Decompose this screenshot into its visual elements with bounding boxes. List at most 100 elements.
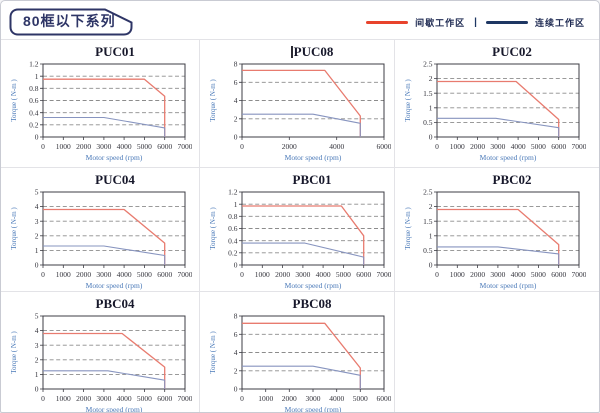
chart-title-text: PUC04 [95, 172, 135, 187]
legend-item-intermittent: 间歇工作区 [366, 16, 465, 29]
chart-title: PUC02 [395, 40, 599, 59]
legend-item-continuous: 连续工作区 [485, 16, 585, 29]
x-tick-label: 2000 [282, 142, 297, 151]
plot-border [436, 191, 580, 266]
y-tick-label: 3 [35, 217, 39, 226]
y-tick-label: 3 [35, 341, 39, 350]
x-tick-label: 0 [435, 142, 439, 151]
x-tick-label: 3000 [96, 142, 111, 151]
chart-cell-PBC01: PBC01 0 0.2 0.4 0.6 0.8 1 1.2 0 1000 2000 3000 4000 5… [200, 168, 395, 292]
x-tick-label: 3000 [295, 270, 310, 279]
torque-speed-chart: 0 0.2 0.4 0.6 0.8 1 1.2 0 1000 2000 3000 4000 5000 60… [209, 188, 392, 290]
x-tick-label: 6000 [356, 270, 371, 279]
chart-title-text: PBC08 [292, 296, 332, 311]
chart-title: PBC08 [200, 292, 394, 311]
empty-cell [395, 292, 599, 412]
x-tick-label: 2000 [275, 270, 290, 279]
x-tick-label: 0 [240, 142, 244, 151]
y-axis-label: Torque ( N-m ) [209, 331, 217, 374]
x-tick-label: 7000 [572, 270, 587, 279]
x-axis-label: Motor speed (rpm) [285, 405, 342, 413]
y-tick-label: 1.2 [228, 188, 238, 197]
torque-speed-chart: 0 0.5 1 1.5 2 2.5 0 1000 2000 3000 4000 5000 6000 700… [404, 188, 587, 290]
x-tick-label: 4000 [117, 142, 132, 151]
chart-cell-PBC04: PBC04 0 1 2 3 4 5 0 1000 2000 3000 4000 5000 6000 7000… [1, 292, 200, 413]
x-tick-label: 4000 [316, 270, 331, 279]
x-axis-label: Motor speed (rpm) [285, 153, 342, 162]
y-tick-label: 5 [35, 188, 39, 197]
x-axis-label: Motor speed (rpm) [480, 281, 537, 290]
x-tick-label: 5000 [531, 142, 546, 151]
y-tick-label: 2 [234, 114, 238, 123]
x-tick-label: 7000 [178, 142, 193, 151]
y-tick-label: 0.6 [228, 224, 238, 233]
x-tick-label: 0 [435, 270, 439, 279]
x-axis-label: Motor speed (rpm) [285, 281, 342, 290]
y-tick-label: 0 [234, 385, 238, 394]
y-axis-label: Torque ( N-m ) [209, 79, 217, 122]
y-tick-label: 4 [234, 96, 238, 105]
x-tick-label: 7000 [178, 394, 193, 403]
intermittent-line-swatch [366, 20, 409, 24]
x-tick-label: 3000 [490, 142, 505, 151]
chart-cell-PUC01: PUC01 0 0.2 0.4 0.6 0.8 1 1.2 0 1000 2000 3000 4000 5… [1, 40, 200, 168]
y-tick-label: 0 [234, 261, 238, 270]
page-header: 80框以下系列 间歇工作区 | 连续工作区 [1, 1, 599, 39]
torque-speed-chart: 0 2 4 6 8 0 1000 2000 3000 4000 5000 6000 Motor spee… [209, 312, 392, 413]
x-tick-label: 5000 [137, 142, 152, 151]
intermittent-zone-curve [43, 208, 166, 265]
x-tick-label: 4000 [511, 270, 526, 279]
y-tick-label: 8 [234, 312, 238, 321]
y-tick-label: 5 [35, 312, 39, 321]
chart-plot-area: 0 0.2 0.4 0.6 0.8 1 1.2 0 1000 2000 3000 4000 5000 60… [1, 59, 199, 167]
intermittent-zone-curve [242, 205, 365, 265]
intermittent-zone-curve [43, 332, 166, 389]
x-tick-label: 4000 [329, 142, 344, 151]
x-tick-label: 1000 [56, 394, 71, 403]
chart-title-text: PBC02 [492, 172, 532, 187]
x-axis-label: Motor speed (rpm) [86, 405, 143, 413]
torque-speed-chart: 0 0.2 0.4 0.6 0.8 1 1.2 0 1000 2000 3000 4000 5000 60… [10, 60, 193, 162]
tag-border-shape [9, 8, 133, 36]
y-tick-label: 2 [35, 231, 39, 240]
torque-speed-chart: 0 2 4 6 8 0 2000 4000 6000 Motor speed (rpm) Torqu… [209, 60, 392, 162]
y-tick-label: 1 [35, 370, 39, 379]
plot-border [42, 191, 186, 266]
x-axis-label: Motor speed (rpm) [480, 153, 537, 162]
y-tick-label: 0.8 [228, 212, 238, 221]
chart-plot-area: 0 1 2 3 4 5 0 1000 2000 3000 4000 5000 6000 7000 Motor… [1, 311, 199, 413]
continuous-zone-curve [437, 117, 560, 137]
y-tick-label: 0 [429, 261, 433, 270]
x-tick-label: 4000 [117, 394, 132, 403]
y-tick-label: 2.5 [423, 60, 433, 69]
x-tick-label: 6000 [157, 270, 172, 279]
charts-grid: PUC01 0 0.2 0.4 0.6 0.8 1 1.2 0 1000 2000 3000 4000 5… [1, 39, 599, 413]
x-axis-label: Motor speed (rpm) [86, 153, 143, 162]
y-tick-label: 0.8 [29, 84, 39, 93]
chart-title: PUC08 [200, 40, 394, 59]
continuous-zone-curve [242, 365, 361, 389]
y-tick-label: 2 [35, 355, 39, 364]
x-tick-label: 1000 [450, 270, 465, 279]
y-axis-label: Torque ( N-m ) [209, 207, 217, 250]
continuous-line-swatch [485, 20, 528, 24]
x-tick-label: 5000 [531, 270, 546, 279]
continuous-zone-curve [43, 116, 166, 137]
intermittent-zone-curve [242, 69, 361, 137]
x-tick-label: 6000 [157, 142, 172, 151]
x-tick-label: 2000 [470, 142, 485, 151]
x-tick-label: 5000 [137, 394, 152, 403]
series-title: 80框以下系列 [23, 13, 116, 29]
chart-cell-PUC02: PUC02 0 0.5 1 1.5 2 2.5 0 1000 2000 3000 4000 5000 60… [395, 40, 599, 168]
chart-title-text: PBC04 [95, 296, 135, 311]
y-tick-label: 0 [429, 133, 433, 142]
intermittent-zone-curve [437, 80, 560, 137]
y-tick-label: 1 [35, 246, 39, 255]
y-tick-label: 0.2 [228, 248, 238, 257]
x-tick-label: 6000 [551, 142, 566, 151]
y-tick-label: 0.4 [228, 236, 238, 245]
x-tick-label: 5000 [353, 394, 368, 403]
y-tick-label: 2 [234, 366, 238, 375]
torque-speed-chart: 0 1 2 3 4 5 0 1000 2000 3000 4000 5000 6000 7000 Motor… [10, 312, 193, 413]
